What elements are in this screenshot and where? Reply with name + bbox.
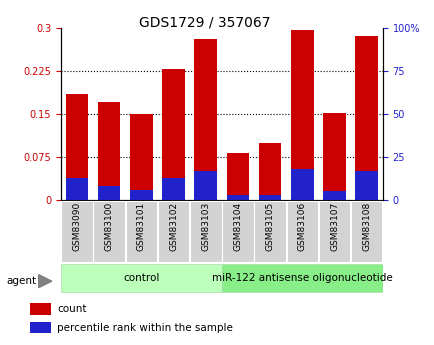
- Text: GSM83105: GSM83105: [265, 202, 274, 251]
- Bar: [30, 322, 51, 334]
- Bar: [66, 94, 88, 200]
- Bar: [30, 303, 51, 315]
- Bar: [93, 201, 125, 262]
- Text: GSM83103: GSM83103: [201, 202, 210, 251]
- Bar: [98, 102, 120, 200]
- Bar: [130, 190, 152, 200]
- Text: control: control: [123, 273, 159, 283]
- Bar: [254, 201, 285, 262]
- Bar: [350, 201, 381, 262]
- Bar: [125, 201, 157, 262]
- Bar: [286, 201, 317, 262]
- Text: GSM83090: GSM83090: [72, 202, 81, 251]
- Text: GSM83106: GSM83106: [297, 202, 306, 251]
- Text: GSM83108: GSM83108: [362, 202, 370, 251]
- Bar: [190, 201, 221, 262]
- Text: GSM83104: GSM83104: [233, 202, 242, 251]
- Bar: [290, 169, 313, 200]
- Bar: [258, 142, 281, 200]
- Text: GSM83107: GSM83107: [329, 202, 338, 251]
- Bar: [221, 264, 382, 292]
- Text: percentile rank within the sample: percentile rank within the sample: [57, 323, 232, 333]
- Bar: [222, 201, 253, 262]
- Bar: [194, 171, 217, 200]
- Text: GSM83101: GSM83101: [137, 202, 145, 251]
- Bar: [290, 30, 313, 200]
- Bar: [158, 201, 189, 262]
- Text: GSM83102: GSM83102: [169, 202, 178, 251]
- Polygon shape: [39, 275, 52, 288]
- Text: agent: agent: [7, 276, 36, 286]
- Text: count: count: [57, 304, 86, 314]
- Bar: [98, 186, 120, 200]
- Bar: [318, 201, 349, 262]
- Bar: [162, 178, 184, 200]
- Bar: [162, 69, 184, 200]
- Bar: [322, 191, 345, 200]
- Bar: [194, 39, 217, 200]
- Bar: [355, 36, 377, 200]
- Bar: [61, 201, 92, 262]
- Bar: [226, 195, 249, 200]
- Bar: [61, 264, 221, 292]
- Text: GDS1729 / 357067: GDS1729 / 357067: [138, 16, 270, 30]
- Bar: [66, 178, 88, 200]
- Bar: [226, 153, 249, 200]
- Text: miR-122 antisense oligonucleotide: miR-122 antisense oligonucleotide: [211, 273, 392, 283]
- Bar: [322, 113, 345, 200]
- Bar: [258, 195, 281, 200]
- Bar: [130, 114, 152, 200]
- Text: GSM83100: GSM83100: [105, 202, 113, 251]
- Bar: [355, 171, 377, 200]
